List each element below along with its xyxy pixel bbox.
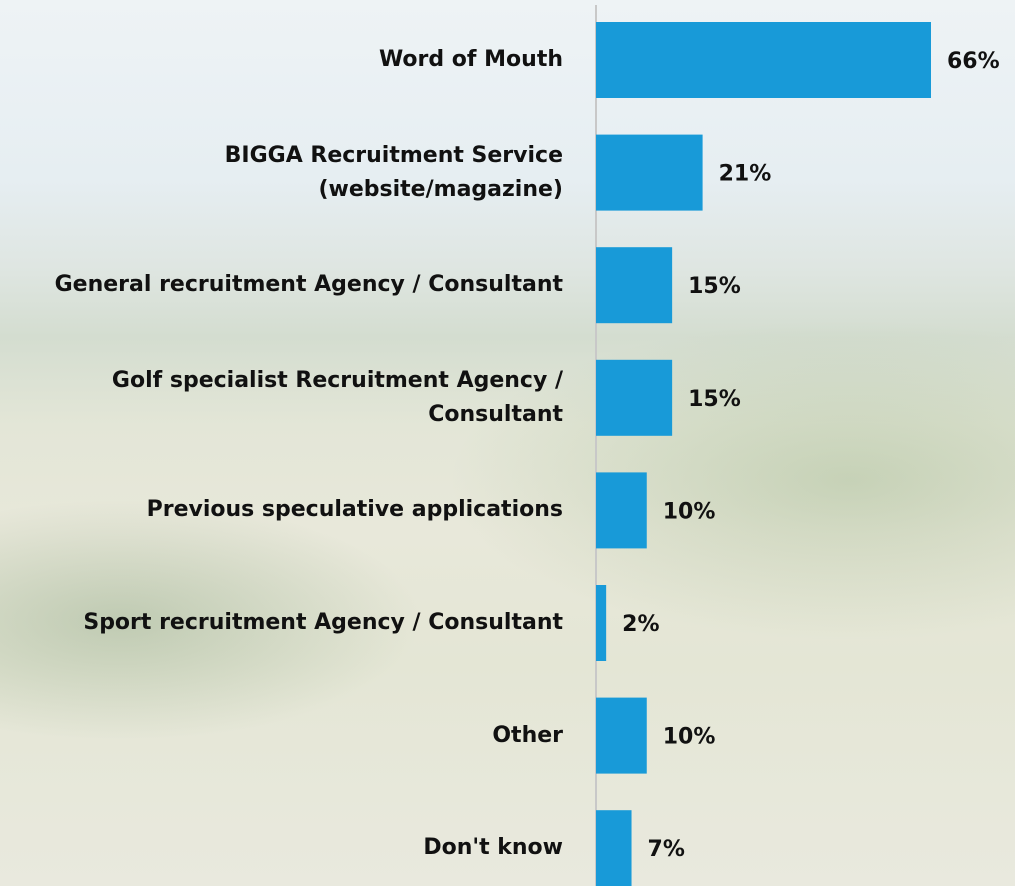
value-label: 10% — [663, 499, 716, 524]
value-label: 15% — [688, 387, 741, 412]
value-label: 2% — [622, 612, 659, 637]
bar — [596, 360, 672, 436]
bar — [596, 247, 672, 323]
category-label: Don't know — [3, 831, 563, 865]
bar — [596, 22, 931, 98]
chart: 66% 21% 15% 15% 10% 2% 10% 7% — [0, 0, 1015, 886]
bar — [596, 135, 703, 211]
page: 66%21%15%15%10%2%10%7% (() => { const da… — [0, 0, 1015, 886]
value-label: 66% — [947, 49, 1000, 74]
category-label: Word of Mouth — [3, 43, 563, 77]
category-label: Sport recruitment Agency / Consultant — [3, 606, 563, 640]
bar — [596, 810, 632, 886]
value-label: 21% — [719, 162, 772, 187]
category-label: Golf specialist Recruitment Agency / Con… — [3, 364, 563, 432]
bar — [596, 698, 647, 774]
bar — [596, 472, 647, 548]
value-label: 15% — [688, 274, 741, 299]
value-label: 10% — [663, 725, 716, 750]
category-label: General recruitment Agency / Consultant — [3, 268, 563, 302]
category-label: Other — [3, 719, 563, 753]
category-label: Previous speculative applications — [3, 493, 563, 527]
value-label: 7% — [648, 837, 685, 862]
bar — [596, 585, 606, 661]
category-label: BIGGA Recruitment Service (website/magaz… — [3, 139, 563, 207]
